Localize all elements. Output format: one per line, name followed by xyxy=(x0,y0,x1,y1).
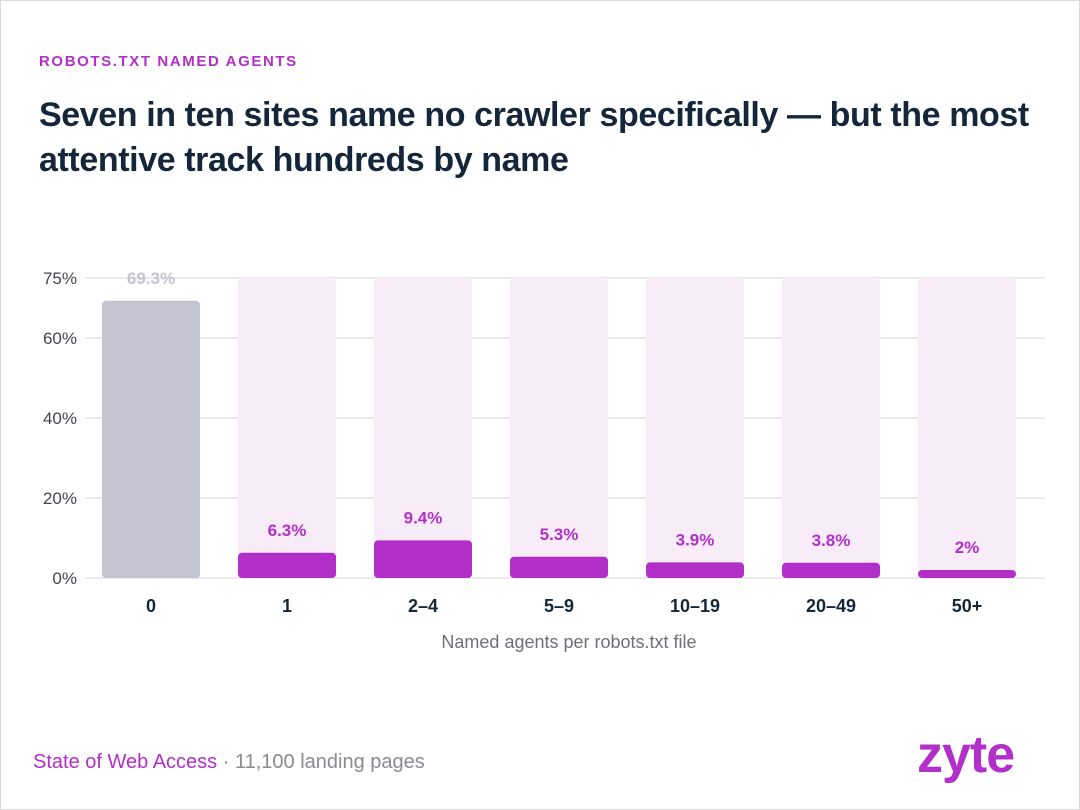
footer-source: State of Web Access xyxy=(33,751,218,773)
bar-value-label: 5.3% xyxy=(540,525,579,544)
bar-value-label: 2% xyxy=(955,538,980,557)
y-tick-label: 40% xyxy=(43,409,77,428)
bar xyxy=(782,562,880,578)
x-tick-label: 20–49 xyxy=(806,596,856,616)
x-tick-label: 10–19 xyxy=(670,596,720,616)
y-tick-label: 60% xyxy=(43,329,77,348)
bar xyxy=(646,562,744,578)
y-tick-label: 75% xyxy=(43,269,77,288)
bar-track xyxy=(918,278,1016,578)
y-tick-label: 0% xyxy=(52,569,77,588)
chart-headline: Seven in ten sites name no crawler speci… xyxy=(39,96,1029,179)
bar-track xyxy=(782,278,880,578)
bar-chart: 0% 20% 40% 60% 75% 69.3% 0 6.3% 1 9.4% 2–4 5.3% 5–9 3… xyxy=(43,269,1045,652)
bar-value-label: 9.4% xyxy=(404,508,443,527)
bar-track xyxy=(238,278,336,578)
bar xyxy=(102,300,200,578)
footer: State of Web Access · 11,100 landing pag… xyxy=(33,751,425,774)
bar xyxy=(238,552,336,578)
bar xyxy=(918,570,1016,578)
x-tick-label: 1 xyxy=(282,596,292,616)
x-tick-label: 2–4 xyxy=(408,596,438,616)
x-axis-label: Named agents per robots.txt file xyxy=(441,632,696,652)
bar-track xyxy=(646,278,744,578)
x-tick-label: 0 xyxy=(146,596,156,616)
footer-separator: · xyxy=(217,751,235,773)
bar xyxy=(374,540,472,578)
x-tick-label: 50+ xyxy=(952,596,983,616)
brand-logo: zyte xyxy=(917,726,1015,784)
y-tick-label: 20% xyxy=(43,489,77,508)
footer-note: 11,100 landing pages xyxy=(234,751,425,773)
bar-track xyxy=(510,278,608,578)
eyebrow-label: ROBOTS.TXT NAMED AGENTS xyxy=(39,53,298,70)
bar-value-label: 3.9% xyxy=(676,530,715,549)
bar-value-label: 3.8% xyxy=(812,531,851,550)
bar-value-label: 6.3% xyxy=(268,521,307,540)
x-tick-label: 5–9 xyxy=(544,596,574,616)
bar xyxy=(510,556,608,578)
bar-value-label: 69.3% xyxy=(127,269,175,288)
bar-track xyxy=(374,278,472,578)
